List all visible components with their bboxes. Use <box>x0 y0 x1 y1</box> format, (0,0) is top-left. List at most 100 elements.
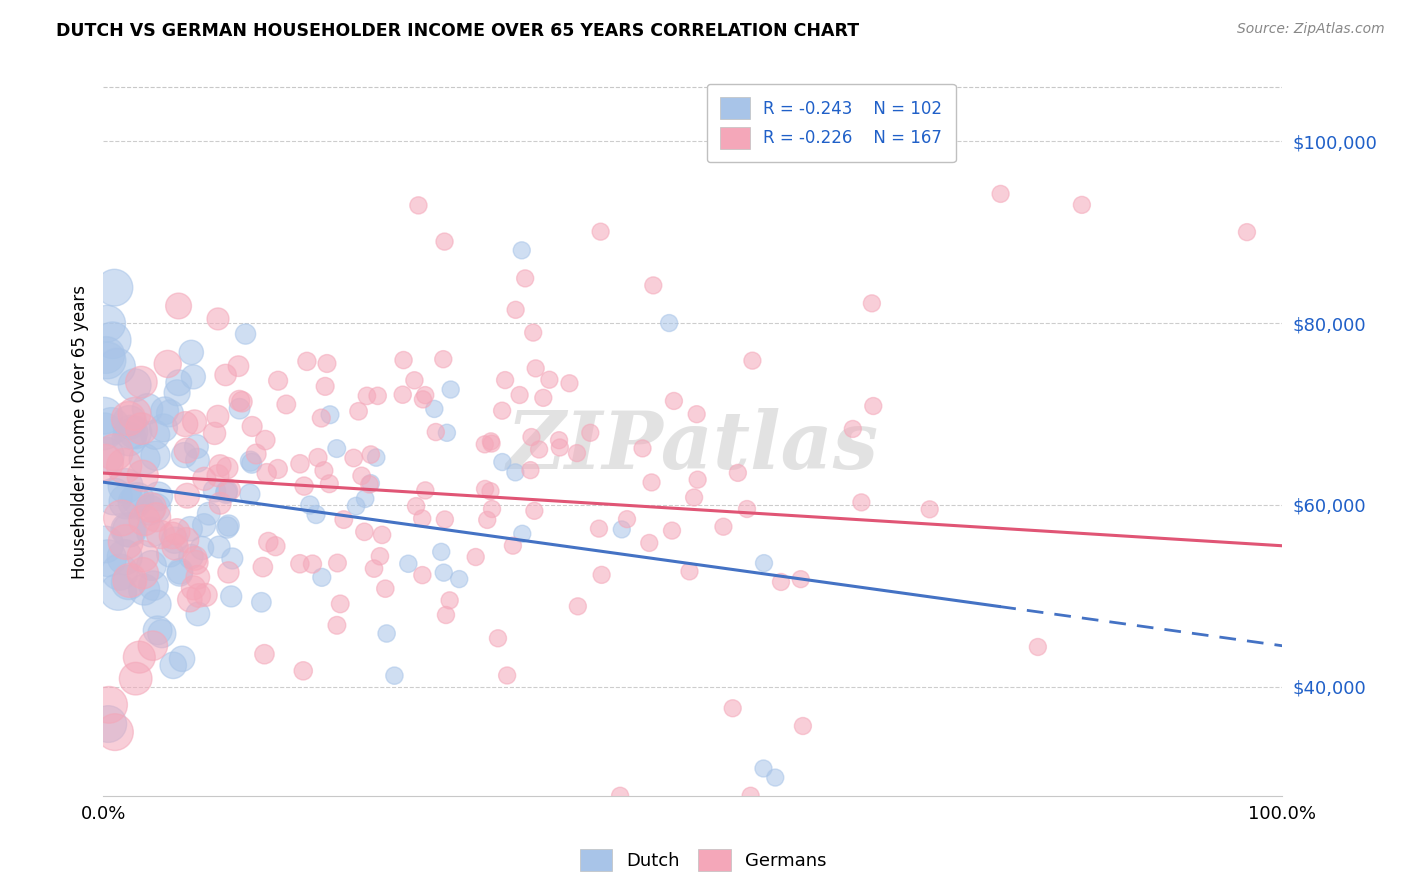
Point <box>640 475 662 490</box>
Legend: Dutch, Germans: Dutch, Germans <box>572 842 834 879</box>
Point <box>176 443 198 458</box>
Point <box>134 582 156 597</box>
Point <box>132 549 155 563</box>
Point <box>166 524 188 539</box>
Point <box>118 574 141 588</box>
Point <box>128 650 150 665</box>
Point <box>415 483 437 498</box>
Point <box>727 466 749 480</box>
Point <box>1236 225 1258 239</box>
Point <box>326 556 349 570</box>
Point <box>412 392 434 407</box>
Point <box>318 476 340 491</box>
Point <box>565 446 588 460</box>
Point <box>548 441 571 455</box>
Point <box>332 513 354 527</box>
Point <box>860 296 883 310</box>
Point <box>288 457 311 471</box>
Point <box>257 535 280 549</box>
Point <box>215 485 238 500</box>
Point <box>204 483 226 498</box>
Point <box>228 359 250 374</box>
Point <box>752 556 775 570</box>
Point <box>153 403 176 417</box>
Point <box>97 717 120 731</box>
Point <box>538 373 561 387</box>
Point <box>295 354 318 368</box>
Point <box>405 499 427 513</box>
Point <box>127 491 149 506</box>
Point <box>142 639 165 653</box>
Point <box>264 539 287 553</box>
Point <box>252 560 274 574</box>
Point <box>610 523 633 537</box>
Point <box>423 401 446 416</box>
Point <box>360 476 382 491</box>
Point <box>141 558 163 573</box>
Point <box>851 495 873 509</box>
Point <box>502 539 524 553</box>
Point <box>343 450 366 465</box>
Point <box>105 359 128 374</box>
Point <box>862 399 884 413</box>
Point <box>396 557 419 571</box>
Point <box>145 598 167 612</box>
Point <box>186 440 208 454</box>
Point <box>510 526 533 541</box>
Point <box>522 326 544 340</box>
Point <box>162 528 184 542</box>
Point <box>97 551 120 566</box>
Point <box>375 626 398 640</box>
Point <box>103 280 125 294</box>
Point <box>145 501 167 516</box>
Point <box>359 477 381 491</box>
Point <box>218 518 240 533</box>
Point <box>329 597 352 611</box>
Point <box>187 570 209 584</box>
Point <box>686 407 709 421</box>
Point <box>179 592 201 607</box>
Point <box>204 426 226 441</box>
Point <box>193 472 215 486</box>
Point <box>918 502 941 516</box>
Point <box>842 422 865 436</box>
Point <box>114 550 136 565</box>
Point <box>94 537 117 551</box>
Point <box>311 570 333 584</box>
Point <box>430 545 453 559</box>
Point <box>491 403 513 417</box>
Point <box>191 541 214 555</box>
Point <box>763 771 786 785</box>
Point <box>713 519 735 533</box>
Point <box>740 789 762 803</box>
Point <box>752 762 775 776</box>
Point <box>239 454 262 468</box>
Point <box>93 425 115 439</box>
Point <box>432 352 454 367</box>
Point <box>276 397 298 411</box>
Point <box>173 448 195 462</box>
Point <box>114 535 136 549</box>
Point <box>179 522 201 536</box>
Point <box>531 391 554 405</box>
Point <box>360 448 382 462</box>
Point <box>567 599 589 614</box>
Point <box>145 510 167 524</box>
Point <box>239 487 262 501</box>
Point <box>434 607 457 622</box>
Point <box>326 618 349 632</box>
Point <box>990 186 1012 201</box>
Point <box>391 387 413 401</box>
Point <box>474 482 496 496</box>
Point <box>159 547 181 561</box>
Point <box>366 450 388 465</box>
Point <box>515 271 537 285</box>
Point <box>207 312 229 326</box>
Point <box>131 375 153 389</box>
Point <box>496 668 519 682</box>
Point <box>132 468 155 483</box>
Point <box>392 353 415 368</box>
Point <box>115 494 138 508</box>
Point <box>165 540 187 554</box>
Point <box>449 572 471 586</box>
